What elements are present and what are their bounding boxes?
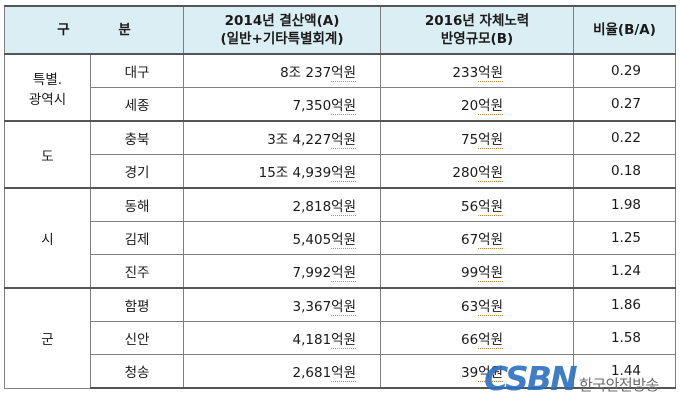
ratio-value: 0.27 <box>573 87 677 122</box>
ratio-value: 1.98 <box>573 187 677 222</box>
region-name: 신안 <box>89 321 185 355</box>
ratio-value: 1.58 <box>573 321 677 355</box>
region-name: 청송 <box>89 354 185 389</box>
group-label: 군 <box>4 287 91 389</box>
table-row: 시 동해 2,818억원 56억원 1.98 <box>4 187 677 289</box>
self-effort-amount: 66억원 <box>380 321 575 355</box>
table-row: 세종 7,350억원 20억원 0.27 <box>5 87 677 122</box>
self-effort-amount: 56억원 <box>380 187 575 222</box>
region-name: 충북 <box>89 120 185 155</box>
budget-comparison-table: 구 분 2014년 결산액(A) (일반+기타특별회계) 2016년 자체노력 반영… <box>3 5 677 389</box>
region-name: 함평 <box>89 287 185 322</box>
ratio-value: 0.22 <box>573 120 677 155</box>
region-name: 세종 <box>89 87 185 122</box>
settlement-amount: 7,350억원 <box>183 87 382 122</box>
table-row: 김제 5,405억원 67억원 1.25 <box>5 221 677 255</box>
header-category: 구 분 <box>3 5 185 55</box>
table-body: 특별. 광역시 대구 8조 237억원 233억원 0.29 세종 7,350억원 20억원 0.… <box>4 53 677 389</box>
watermark-name: 한국안전방송 <box>579 376 659 394</box>
ratio-value: 1.44 <box>573 354 677 389</box>
settlement-amount: 3,367억원 <box>183 287 382 322</box>
group-label: 특별. 광역시 <box>4 53 91 122</box>
header-col-b: 2016년 자체노력 반영규모(B) <box>380 5 575 55</box>
watermark: CSBN 한국안전방송 <box>484 359 680 402</box>
region-name: 대구 <box>89 53 185 88</box>
ratio-value: 1.25 <box>573 221 677 255</box>
header-col-a: 2014년 결산액(A) (일반+기타특별회계) <box>183 5 382 55</box>
settlement-amount: 3조 4,227억원 <box>183 120 382 155</box>
self-effort-amount: 20억원 <box>380 87 575 122</box>
header-ratio: 비율(B/A) <box>573 5 677 55</box>
settlement-amount: 2,681억원 <box>183 354 382 389</box>
self-effort-amount: 39억원 <box>380 354 575 389</box>
self-effort-amount: 280억원 <box>380 154 575 189</box>
table-row: 경기 15조 4,939억원 280억원 0.18 <box>5 154 677 189</box>
settlement-amount: 8조 237억원 <box>183 53 382 88</box>
self-effort-amount: 67억원 <box>380 221 575 255</box>
ratio-value: 0.18 <box>573 154 677 189</box>
ratio-value: 0.29 <box>573 53 677 88</box>
table-row: 진주 7,992억원 99억원 1.24 <box>5 254 677 289</box>
group-label: 도 <box>4 120 91 189</box>
region-name: 경기 <box>89 154 185 189</box>
settlement-amount: 15조 4,939억원 <box>183 154 382 189</box>
self-effort-amount: 75억원 <box>380 120 575 155</box>
settlement-amount: 7,992억원 <box>183 254 382 289</box>
settlement-amount: 4,181억원 <box>183 321 382 355</box>
table-row: 신안 4,181억원 66억원 1.58 <box>5 321 677 355</box>
region-name: 동해 <box>89 187 185 222</box>
header-row: 구 분 2014년 결산액(A) (일반+기타특별회계) 2016년 자체노력 반영… <box>3 5 677 55</box>
settlement-amount: 5,405억원 <box>183 221 382 255</box>
table-row: 군 함평 3,367억원 63억원 1.86 <box>4 287 677 389</box>
self-effort-amount: 233억원 <box>380 53 575 88</box>
self-effort-amount: 99억원 <box>380 254 575 289</box>
group-label: 시 <box>4 187 91 289</box>
table-row: 특별. 광역시 대구 8조 237억원 233억원 0.29 <box>4 53 677 122</box>
region-name: 진주 <box>89 254 185 289</box>
watermark-logo: CSBN <box>484 359 578 398</box>
ratio-value: 1.24 <box>573 254 677 289</box>
ratio-value: 1.86 <box>573 287 677 322</box>
settlement-amount: 2,818억원 <box>183 187 382 222</box>
table-row: 청송 2,681억원 39억원 1.44 <box>5 354 677 389</box>
region-name: 김제 <box>89 221 185 255</box>
self-effort-amount: 63억원 <box>380 287 575 322</box>
table-row: 도 충북 3조 4,227억원 75억원 0.22 <box>4 120 677 189</box>
